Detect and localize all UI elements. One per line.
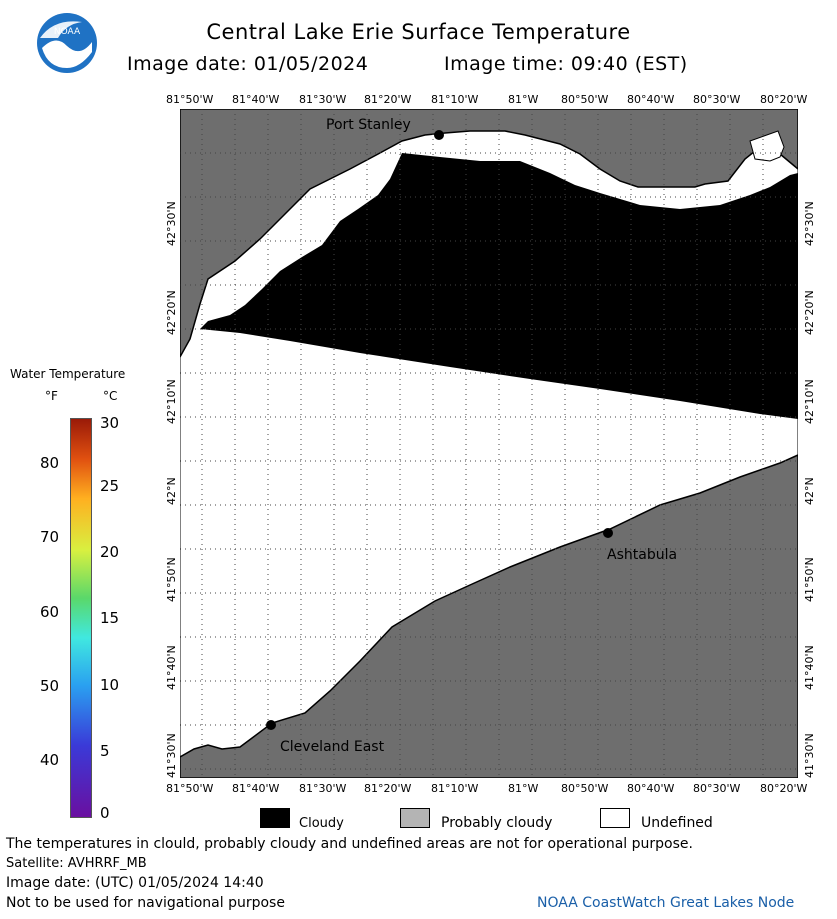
image-date: Image date: 01/05/2024 [127, 53, 369, 75]
lat-right-tick: 41°40'N [803, 645, 816, 690]
colorbar-c-label: 5 [100, 742, 110, 760]
lat-left-tick: 41°50'N [165, 557, 178, 602]
lon-top-tick: 81°50'W [166, 93, 214, 106]
cloudy-label: Cloudy [299, 816, 344, 831]
lat-right-tick: 42°20'N [803, 290, 816, 335]
ashtabula-marker [603, 528, 613, 538]
lon-bottom-tick: 81°30'W [299, 782, 347, 795]
probably-cloudy-label: Probably cloudy [441, 815, 553, 831]
lat-left-tick: 42°30'N [165, 201, 178, 246]
port-stanley-marker [434, 130, 444, 140]
lon-bottom-tick: 81°40'W [232, 782, 280, 795]
lon-bottom-tick: 81°W [508, 782, 539, 795]
graticule [180, 109, 798, 778]
lat-right-tick: 42°10'N [803, 379, 816, 424]
colorbar-c-label: 25 [100, 477, 120, 495]
lon-bottom-tick: 81°20'W [364, 782, 412, 795]
lat-right-tick: 41°30'N [803, 733, 816, 778]
lat-right-tick: 42°30'N [803, 201, 816, 246]
cleveland-east-marker [266, 720, 276, 730]
utc-date-text: Image date: (UTC) 01/05/2024 14:40 [6, 875, 264, 891]
lon-top-tick: 81°30'W [299, 93, 347, 106]
lat-left-tick: 42°20'N [165, 290, 178, 335]
place-label-cleveland-east: Cleveland East [280, 739, 385, 755]
lat-left-tick: 41°40'N [165, 645, 178, 690]
cloudy-swatch [260, 808, 290, 828]
noaa-logo: NOAA [36, 12, 98, 74]
lon-bottom-tick: 81°50'W [166, 782, 214, 795]
colorbar-c-label: 0 [100, 804, 110, 822]
colorbar-f-label: 40 [40, 751, 60, 769]
temperature-colorbar [70, 418, 92, 818]
noaa-coastwatch-link[interactable]: NOAA CoastWatch Great Lakes Node [537, 895, 795, 911]
place-label-port-stanley: Port Stanley [326, 117, 411, 133]
probably-cloudy-swatch [400, 808, 430, 828]
undefined-label: Undefined [641, 815, 713, 831]
lon-top-tick: 81°20'W [364, 93, 412, 106]
colorbar-f-label: 50 [40, 677, 60, 695]
lon-top-tick: 81°W [508, 93, 539, 106]
lat-right-tick: 42°N [803, 477, 816, 505]
lake-map [180, 109, 798, 778]
lat-left-tick: 41°30'N [165, 733, 178, 778]
lon-bottom-tick: 81°10'W [431, 782, 479, 795]
undefined-swatch [600, 808, 630, 828]
lon-top-tick: 81°10'W [431, 93, 479, 106]
satellite-text: Satellite: AVHRRF_MB [6, 856, 147, 871]
lon-top-tick: 80°30'W [693, 93, 741, 106]
lat-left-tick: 42°10'N [165, 379, 178, 424]
colorbar-c-label: 15 [100, 609, 120, 627]
disclaimer-text: The temperatures in clould, probably clo… [6, 836, 693, 852]
colorbar-f-label: 70 [40, 528, 60, 546]
colorbar-c-label: 30 [100, 414, 120, 432]
lat-left-tick: 42°N [165, 477, 178, 505]
south-shore-land [180, 454, 798, 778]
colorbar-c-label: 20 [100, 543, 120, 561]
colorbar-unit-c: °C [103, 389, 118, 403]
lon-top-tick: 80°40'W [627, 93, 675, 106]
lon-bottom-tick: 80°20'W [760, 782, 808, 795]
lon-top-tick: 80°20'W [760, 93, 808, 106]
lon-bottom-tick: 80°40'W [627, 782, 675, 795]
cloudy-area [200, 153, 798, 419]
lon-bottom-tick: 80°30'W [693, 782, 741, 795]
colorbar-unit-f: °F [45, 389, 58, 403]
image-time: Image time: 09:40 (EST) [444, 53, 688, 75]
logo-text: NOAA [54, 27, 81, 37]
place-label-ashtabula: Ashtabula [607, 547, 678, 563]
colorbar-c-label: 10 [100, 676, 120, 694]
colorbar-f-label: 60 [40, 603, 60, 621]
lon-bottom-tick: 80°50'W [561, 782, 609, 795]
nav-warning-text: Not to be used for navigational purpose [6, 895, 285, 911]
colorbar-f-label: 80 [40, 454, 60, 472]
lat-right-tick: 41°50'N [803, 557, 816, 602]
page-title: Central Lake Erie Surface Temperature [206, 20, 631, 44]
lon-top-tick: 81°40'W [232, 93, 280, 106]
lon-top-tick: 80°50'W [561, 93, 609, 106]
colorbar-title: Water Temperature [10, 367, 126, 381]
